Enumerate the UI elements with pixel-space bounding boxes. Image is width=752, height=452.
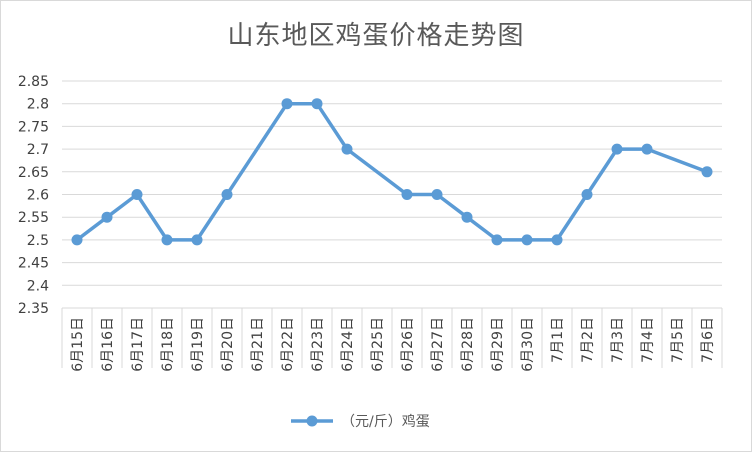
x-tick-label: 6月20日 xyxy=(220,317,236,372)
data-point xyxy=(461,211,473,223)
x-tick-label: 7月1日 xyxy=(550,317,566,363)
x-tick-label: 6月17日 xyxy=(130,317,146,372)
y-tick-label: 2.5 xyxy=(27,233,49,249)
x-tick-label: 6月24日 xyxy=(340,317,356,372)
x-tick-label: 6月28日 xyxy=(460,317,476,372)
data-point xyxy=(611,143,623,155)
y-tick-label: 2.45 xyxy=(18,256,49,272)
x-tick-label: 6月15日 xyxy=(70,317,86,372)
x-tick-label: 7月6日 xyxy=(700,317,716,363)
data-point xyxy=(641,143,653,155)
data-point xyxy=(161,234,173,246)
data-point xyxy=(131,189,143,200)
x-tick-label: 6月19日 xyxy=(190,317,206,372)
x-tick-label: 7月4日 xyxy=(640,317,656,363)
x-tick-label: 7月5日 xyxy=(670,317,686,363)
x-tick-label: 7月3日 xyxy=(610,317,626,363)
y-tick-label: 2.35 xyxy=(18,301,49,317)
data-point xyxy=(701,166,713,178)
y-tick-label: 2.65 xyxy=(18,165,49,181)
chart-title: 山东地区鸡蛋价格走势图 xyxy=(227,21,525,51)
y-tick-label: 2.4 xyxy=(27,278,49,294)
legend-label: （元/斤）鸡蛋 xyxy=(341,413,430,430)
data-point xyxy=(431,189,443,200)
x-tick-label: 7月2日 xyxy=(580,317,596,363)
x-tick-label: 6月21日 xyxy=(250,317,266,372)
x-tick-label: 6月29日 xyxy=(490,317,506,372)
x-tick-label: 6月23日 xyxy=(310,317,326,372)
x-tick-label: 6月25日 xyxy=(370,317,386,372)
legend-marker xyxy=(306,415,318,427)
x-tick-label: 6月16日 xyxy=(100,317,116,372)
data-point xyxy=(341,143,353,155)
y-tick-label: 2.7 xyxy=(27,142,49,158)
x-tick-label: 6月26日 xyxy=(400,317,416,372)
y-tick-label: 2.8 xyxy=(27,97,49,113)
x-tick-label: 6月22日 xyxy=(280,317,296,372)
data-point xyxy=(491,234,503,246)
x-tick-label: 6月30日 xyxy=(520,317,536,372)
data-point xyxy=(521,234,533,246)
x-tick-label: 6月18日 xyxy=(160,317,176,372)
y-tick-label: 2.55 xyxy=(18,210,49,226)
data-point xyxy=(551,234,563,246)
data-point xyxy=(221,189,233,200)
data-point xyxy=(401,189,413,200)
data-point xyxy=(311,98,323,110)
data-point xyxy=(191,234,203,246)
y-tick-label: 2.6 xyxy=(27,188,49,204)
data-point xyxy=(71,234,83,246)
y-tick-label: 2.75 xyxy=(18,119,49,135)
y-tick-label: 2.85 xyxy=(18,74,49,90)
data-point xyxy=(101,211,113,223)
x-tick-label: 6月27日 xyxy=(430,317,446,372)
data-point xyxy=(281,98,293,110)
data-point xyxy=(581,189,593,200)
